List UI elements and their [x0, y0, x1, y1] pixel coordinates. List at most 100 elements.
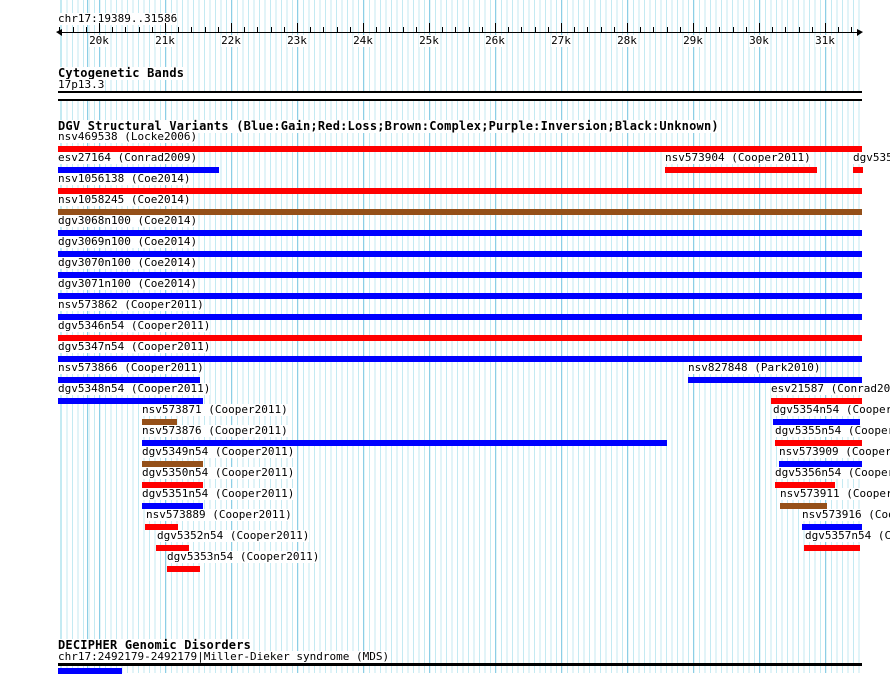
ruler-right-arrow-icon: [857, 29, 863, 36]
variant-bar[interactable]: [142, 419, 177, 425]
variant-bar[interactable]: [58, 272, 862, 278]
variant-label[interactable]: dgv5354n54 (Cooper20: [773, 404, 890, 416]
variant-bar[interactable]: [58, 335, 862, 341]
variant-label[interactable]: dgv3068n100 (Coe2014): [58, 214, 198, 227]
cytogenetic-band-box[interactable]: [58, 91, 862, 101]
variant-bar[interactable]: [142, 503, 203, 509]
variant-bar[interactable]: [688, 377, 862, 383]
decipher-entry-label[interactable]: chr17:2492179-2492179|Miller-Dieker synd…: [58, 650, 390, 663]
variant-label[interactable]: dgv535: [853, 152, 890, 164]
variant-label[interactable]: nsv827848 (Park2010): [688, 361, 821, 374]
ruler-minor-tick: [283, 27, 285, 32]
ruler-minor-tick: [270, 27, 272, 32]
variant-bar[interactable]: [802, 524, 862, 530]
variant-label[interactable]: nsv573889 (Cooper2011): [146, 508, 292, 521]
ruler-minor-tick: [481, 27, 483, 32]
variant-bar[interactable]: [804, 545, 860, 551]
variant-label[interactable]: dgv3070n100 (Coe2014): [58, 256, 198, 269]
variant-bar[interactable]: [145, 524, 178, 530]
variant-label[interactable]: dgv5352n54 (Cooper2011): [157, 529, 310, 542]
ruler-minor-tick: [442, 27, 444, 32]
decipher-feature-bar[interactable]: [58, 668, 122, 674]
ruler-tick-label: 22k: [221, 34, 241, 47]
variant-bar[interactable]: [775, 440, 862, 446]
position-label: chr17:19389..31586: [58, 12, 178, 25]
variant-bar[interactable]: [779, 461, 862, 467]
ruler-left-arrow-icon: [56, 29, 62, 36]
variant-label[interactable]: dgv5355n54 (Cooper20: [775, 425, 890, 437]
ruler-minor-tick: [587, 27, 589, 32]
variant-bar[interactable]: [58, 230, 862, 236]
variant-label[interactable]: nsv573909 (Cooper20: [779, 446, 890, 458]
variant-label[interactable]: nsv1056138 (Coe2014): [58, 172, 191, 185]
ruler-minor-tick: [653, 27, 655, 32]
ruler-minor-tick: [719, 27, 721, 32]
variant-bar[interactable]: [775, 482, 835, 488]
variant-label[interactable]: nsv573876 (Cooper2011): [142, 424, 288, 437]
variant-label[interactable]: dgv5351n54 (Cooper2011): [142, 487, 295, 500]
variant-bar[interactable]: [58, 167, 219, 173]
variant-label[interactable]: nsv469538 (Locke2006): [58, 130, 198, 143]
variant-label[interactable]: dgv5346n54 (Cooper2011): [58, 319, 211, 332]
variant-label[interactable]: nsv573866 (Cooper2011): [58, 361, 204, 374]
ruler-minor-tick: [415, 27, 417, 32]
cytogenetic-band-label: 17p13.3: [58, 78, 105, 91]
variant-label[interactable]: nsv573911 (Cooper2: [780, 488, 890, 500]
variant-bar[interactable]: [142, 440, 667, 446]
variant-label[interactable]: nsv573916 (Coop: [802, 509, 890, 521]
ruler-minor-tick: [244, 27, 246, 32]
ruler-minor-tick: [521, 27, 523, 32]
ruler-minor-tick: [640, 27, 642, 32]
variant-label[interactable]: dgv5350n54 (Cooper2011): [142, 466, 295, 479]
variant-bar[interactable]: [665, 167, 817, 173]
ruler-tick-label: 25k: [419, 34, 439, 47]
variant-bar[interactable]: [142, 482, 203, 488]
ruler-major-tick: [825, 23, 826, 32]
variant-bar[interactable]: [58, 398, 203, 404]
variant-bar[interactable]: [58, 251, 862, 257]
variant-bar[interactable]: [773, 419, 860, 425]
variant-bar[interactable]: [780, 503, 827, 509]
variant-bar[interactable]: [142, 461, 203, 467]
variant-bar[interactable]: [58, 314, 862, 320]
ruler-minor-tick: [178, 27, 180, 32]
variant-bar[interactable]: [58, 146, 862, 152]
ruler-major-tick: [627, 23, 628, 32]
ruler-minor-tick: [785, 27, 787, 32]
ruler-minor-tick: [732, 27, 734, 32]
variant-bar[interactable]: [156, 545, 189, 551]
variant-label[interactable]: nsv573871 (Cooper2011): [142, 403, 288, 416]
variant-bar[interactable]: [58, 377, 200, 383]
variant-bar[interactable]: [58, 356, 862, 362]
variant-bar[interactable]: [167, 566, 200, 572]
variant-label[interactable]: dgv3071n100 (Coe2014): [58, 277, 198, 290]
ruler-minor-tick: [600, 27, 602, 32]
ruler-minor-tick: [389, 27, 391, 32]
ruler-tick-label: 28k: [617, 34, 637, 47]
ruler-major-tick: [165, 23, 166, 32]
variant-bar[interactable]: [58, 188, 862, 194]
ruler-minor-tick: [745, 27, 747, 32]
variant-label[interactable]: dgv3069n100 (Coe2014): [58, 235, 198, 248]
ruler-tick-label: 23k: [287, 34, 307, 47]
variant-bar[interactable]: [58, 209, 862, 215]
variant-label[interactable]: dgv5349n54 (Cooper2011): [142, 445, 295, 458]
ruler-minor-tick: [59, 27, 61, 32]
variant-label[interactable]: dgv5353n54 (Cooper2011): [167, 550, 320, 563]
variant-label[interactable]: esv21587 (Conrad2009: [771, 383, 890, 395]
variant-label[interactable]: dgv5347n54 (Cooper2011): [58, 340, 211, 353]
variant-label[interactable]: dgv5356n54 (Cooper2: [775, 467, 890, 479]
variant-label[interactable]: nsv573904 (Cooper2011): [665, 151, 811, 164]
ruler-minor-tick: [336, 27, 338, 32]
variant-label[interactable]: dgv5348n54 (Cooper2011): [58, 382, 211, 395]
ruler-minor-tick: [679, 27, 681, 32]
variant-label[interactable]: esv27164 (Conrad2009): [58, 151, 198, 164]
variant-label[interactable]: nsv1058245 (Coe2014): [58, 193, 191, 206]
ruler-minor-tick: [574, 27, 576, 32]
variant-bar[interactable]: [771, 398, 862, 404]
variant-bar[interactable]: [58, 293, 862, 299]
variant-label[interactable]: nsv573862 (Cooper2011): [58, 298, 204, 311]
ruler-minor-tick: [666, 27, 668, 32]
variant-bar[interactable]: [853, 167, 863, 173]
variant-label[interactable]: dgv5357n54 (Co: [805, 530, 890, 542]
